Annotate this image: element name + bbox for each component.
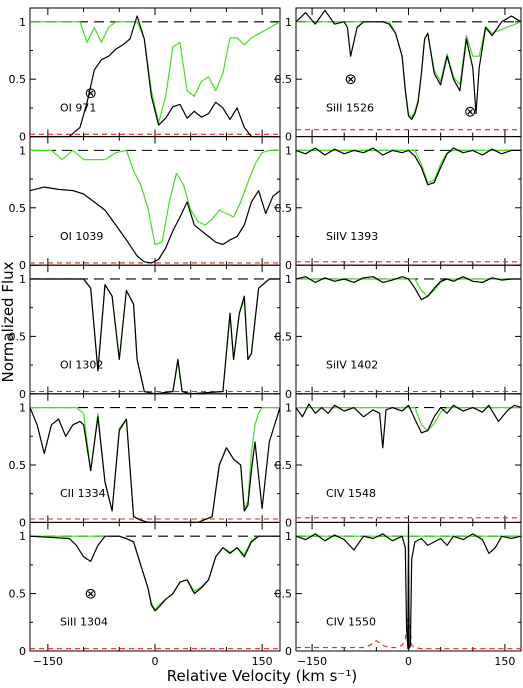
model-series-cii-1334 xyxy=(30,407,280,524)
y-tick-label: 0.5 xyxy=(9,73,27,86)
panel-label: OI 1302 xyxy=(60,359,103,372)
blend-marker-icon: ⊗ xyxy=(84,84,97,102)
y-tick-label: 0.5 xyxy=(9,202,27,215)
y-tick-label: 1 xyxy=(19,16,26,29)
data-series-civ-1548 xyxy=(295,403,522,449)
y-tick-label: 0.5 xyxy=(275,330,293,343)
y-tick-label: 1 xyxy=(285,273,292,286)
y-tick-label: 1 xyxy=(285,402,292,415)
x-axis-label: Relative Velocity (km s⁻¹) xyxy=(167,667,357,685)
data-series-oi-1302 xyxy=(30,278,280,395)
y-tick-label: 0 xyxy=(285,259,292,272)
panel-label: SiII 1526 xyxy=(326,101,374,114)
model-series-civ-1548 xyxy=(296,407,521,432)
data-series-civ-1550 xyxy=(295,521,522,650)
y-tick-label: 1 xyxy=(19,402,26,415)
y-tick-label: 0.5 xyxy=(9,459,27,472)
panel-frame xyxy=(29,393,281,523)
x-tick-label: −150 xyxy=(297,655,327,668)
panel-frame xyxy=(29,7,281,138)
panel-oi-971: 0 0.5 1 ⊗OI 971 xyxy=(9,7,281,144)
y-tick-label: 1 xyxy=(19,530,26,543)
data-series-siiv-1393 xyxy=(295,147,521,186)
y-tick-label: 1 xyxy=(19,273,26,286)
panel-frame xyxy=(295,136,522,266)
y-tick-label: 0 xyxy=(19,388,26,401)
panel-label: CIV 1548 xyxy=(326,487,376,500)
y-tick-label: 0 xyxy=(285,131,292,144)
x-tick-label: 0 xyxy=(152,655,159,668)
y-tick-label: 0 xyxy=(19,645,26,658)
y-tick-label: 0.5 xyxy=(275,588,293,601)
panel-siii-1526: 0 0.5 1 ⊗ ⊗ SiII 1526 xyxy=(275,7,522,144)
y-tick-label: 1 xyxy=(19,144,26,157)
model-series-siii-1304 xyxy=(30,535,280,611)
data-series-oi-971 xyxy=(30,15,280,138)
panel-label: SiIV 1402 xyxy=(326,359,378,372)
blend-marker-icon: ⊗ xyxy=(84,585,97,603)
panel-label: OI 971 xyxy=(60,101,96,114)
data-series-cii-1334 xyxy=(29,407,281,524)
y-tick-label: 1 xyxy=(285,16,292,29)
panel-siiv-1402: 0 0.5 1 SiIV 1402 xyxy=(275,264,522,401)
panel-civ-1550: 0 0.5 1 CIV 1550 −150 0 150 xyxy=(275,521,522,668)
panel-label: CII 1334 xyxy=(60,487,106,500)
y-axis-label: Normalized Flux xyxy=(0,261,17,382)
panel-cii-1334: 0 0.5 1 CII 1334 xyxy=(9,393,281,529)
y-tick-label: 0 xyxy=(19,259,26,272)
y-tick-label: 0.5 xyxy=(9,330,27,343)
panel-frame xyxy=(29,264,281,395)
x-tick-label: 150 xyxy=(494,655,515,668)
data-series-oi-1039 xyxy=(29,186,281,264)
panel-frame xyxy=(29,521,281,652)
model-series-oi-1302 xyxy=(30,278,280,395)
panel-civ-1548: 0 0.5 1 CIV 1548 xyxy=(275,393,522,529)
data-series-siii-1304 xyxy=(29,535,280,612)
model-series-siiv-1393 xyxy=(296,149,521,184)
panel-label: SiII 1304 xyxy=(60,616,108,629)
y-tick-label: 0.5 xyxy=(275,73,293,86)
blend-marker-icon: ⊗ xyxy=(344,70,357,88)
error-series-civ-1550 xyxy=(296,613,521,650)
y-tick-label: 0 xyxy=(285,388,292,401)
y-tick-label: 0.5 xyxy=(9,588,27,601)
panel-frame xyxy=(295,264,522,395)
panel-label: OI 1039 xyxy=(60,230,103,243)
y-tick-label: 0 xyxy=(285,645,292,658)
y-tick-label: 1 xyxy=(285,530,292,543)
y-tick-label: 0.5 xyxy=(275,459,293,472)
panel-label: CIV 1550 xyxy=(326,616,376,629)
panel-oi-1039: 0 0.5 1 OI 1039 xyxy=(9,136,281,272)
blend-marker-icon: ⊗ xyxy=(464,102,477,120)
y-tick-label: 0.5 xyxy=(275,202,293,215)
y-tick-label: 1 xyxy=(285,144,292,157)
model-series-oi-971 xyxy=(30,21,281,124)
y-tick-label: 0 xyxy=(19,131,26,144)
x-tick-label: −150 xyxy=(33,655,63,668)
panel-siiv-1393: 0 0.5 1 SiIV 1393 xyxy=(275,136,522,272)
panel-label: SiIV 1393 xyxy=(326,230,378,243)
panel-oi-1302: 0 0.5 1 OI 1302 xyxy=(9,264,281,401)
data-series-siii-1526 xyxy=(295,9,522,121)
model-series-oi-1039 xyxy=(30,149,280,246)
data-series-siiv-1402 xyxy=(295,276,521,301)
x-tick-label: 0 xyxy=(405,655,412,668)
panel-frame xyxy=(295,393,522,523)
panel-siii-1304: 0 0.5 1 ⊗ SiII 1304 −150 0 150 xyxy=(9,521,281,668)
panel-frame xyxy=(29,136,281,266)
y-tick-label: 0 xyxy=(285,516,292,529)
model-series-siiv-1402 xyxy=(296,278,521,297)
x-tick-label: 150 xyxy=(252,655,273,668)
y-tick-label: 0 xyxy=(19,516,26,529)
